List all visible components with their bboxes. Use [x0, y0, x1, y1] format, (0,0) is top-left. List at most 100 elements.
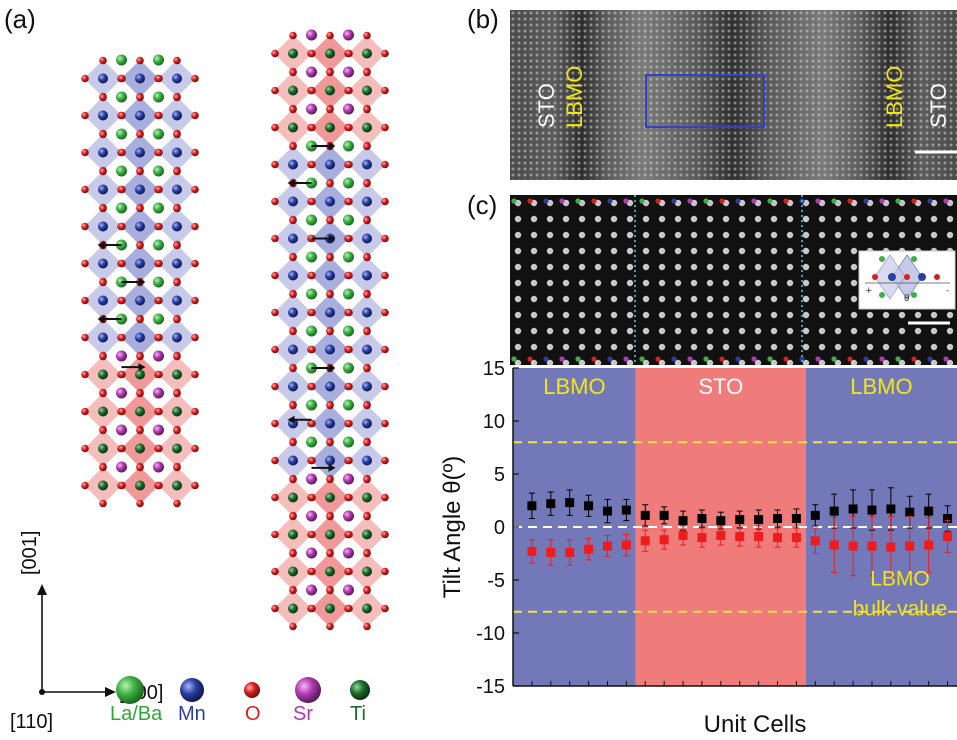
la-ba-atom [306, 251, 317, 263]
ti-atom [362, 492, 372, 503]
mn-atom [98, 110, 108, 121]
data-point [867, 541, 877, 551]
o-atom [99, 204, 107, 213]
axis-label-110: [110] [10, 711, 53, 733]
data-point [659, 535, 669, 545]
data-point [848, 541, 858, 551]
data-point [621, 540, 631, 550]
o-atom [155, 407, 163, 416]
o-atom [289, 327, 297, 336]
o-atom [363, 438, 371, 447]
sr-atom [153, 424, 164, 436]
ti-atom [172, 443, 182, 454]
crystal-axes [37, 584, 116, 697]
o-atom [173, 167, 181, 176]
o-atom [81, 296, 89, 305]
o-atom [308, 456, 316, 465]
mn-atom [98, 332, 108, 343]
mn-atom [135, 221, 145, 232]
atom-marker [847, 356, 853, 362]
o-atom [345, 493, 353, 502]
o-atom [326, 105, 334, 114]
o-atom [381, 271, 389, 280]
y-tick-label: 10 [483, 411, 505, 433]
o-atom [81, 259, 89, 268]
o-atom [155, 481, 163, 490]
o-atom [271, 86, 279, 95]
mn-atom [362, 381, 372, 392]
o-atom [289, 622, 297, 631]
atom-marker [815, 198, 821, 204]
ti-atom [98, 369, 108, 380]
atom-marker [639, 198, 645, 204]
data-point [565, 498, 575, 508]
o-atom [136, 56, 144, 65]
atom-marker [607, 198, 613, 204]
ti-atom [362, 529, 372, 540]
mn-atom [288, 381, 298, 392]
o-atom [345, 271, 353, 280]
legend-labels: La/Ba Mn O Sr Ti [0, 703, 470, 733]
mn-atom [98, 73, 108, 84]
o-atom [191, 407, 199, 416]
atom-marker [687, 356, 693, 362]
la-ba-atom [306, 399, 317, 411]
ti-atom [288, 492, 298, 503]
la-ba-atom [306, 288, 317, 300]
o-atom [81, 370, 89, 379]
mn-atom [362, 418, 372, 429]
data-point [640, 510, 650, 520]
data-point [735, 532, 745, 542]
ti-atom [362, 603, 372, 614]
ti-atom [362, 566, 372, 577]
la-ba-atom [343, 140, 354, 152]
o-atom [308, 345, 316, 354]
atom-marker [735, 356, 741, 362]
region-label: LBMO [543, 374, 605, 399]
atom-marker [751, 356, 757, 362]
o-atom [271, 382, 279, 391]
atom-marker [879, 356, 885, 362]
panel-label-c: (c) [467, 190, 498, 220]
sr-atom [306, 547, 317, 559]
mn-atom [288, 455, 298, 466]
y-tick-label: 0 [494, 517, 505, 539]
o-atom [326, 253, 334, 262]
o-atom [381, 234, 389, 243]
o-atom [308, 308, 316, 317]
ti-atom [325, 48, 335, 59]
data-point [943, 514, 953, 524]
atom-marker [911, 356, 917, 362]
o-atom [118, 259, 126, 268]
o-atom [118, 111, 126, 120]
o-atom [81, 148, 89, 157]
o-atom [345, 382, 353, 391]
o-atom [155, 259, 163, 268]
stem-image-b: STO LBMO LBMO STO [510, 10, 957, 180]
ti-sphere [350, 680, 370, 700]
sr-atom [343, 66, 354, 78]
mn-atom [98, 258, 108, 269]
o-atom [191, 111, 199, 120]
o-atom [345, 567, 353, 576]
ti-atom [288, 85, 298, 96]
data-point [867, 505, 877, 515]
mn-atom [288, 270, 298, 281]
atom-marker [799, 356, 805, 362]
mn-atom [172, 295, 182, 306]
bulk-value-annotation: LBMO [870, 567, 930, 590]
mn-atom [288, 307, 298, 318]
atom-marker [671, 198, 677, 204]
ti-atom [362, 122, 372, 133]
o-atom [81, 481, 89, 490]
panel-label-a: (a) [4, 4, 36, 34]
o-atom [308, 271, 316, 280]
data-point [905, 507, 915, 517]
o-atom [289, 31, 297, 40]
o-atom [345, 49, 353, 58]
o-atom [99, 278, 107, 287]
sr-atom [343, 547, 354, 559]
o-atom [345, 345, 353, 354]
atom-marker [575, 356, 581, 362]
o-atom [136, 315, 144, 324]
